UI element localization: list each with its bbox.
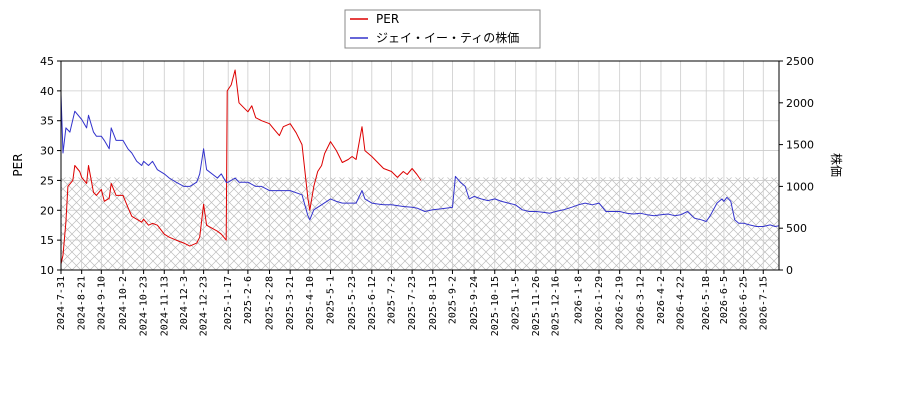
- x-tick-label: 2025-12-16: [551, 276, 562, 336]
- x-tick-label: 2024-12-3: [179, 276, 190, 330]
- x-tick-label: 2025-9-24: [469, 276, 480, 330]
- x-tick-label: 2025-3-21: [285, 276, 296, 330]
- x-tick-label: 2025-5-1: [325, 276, 336, 324]
- x-tick-label: 2024-7-31: [56, 276, 67, 330]
- y-left-tick-label: 40: [40, 85, 54, 98]
- legend-label-per: PER: [376, 12, 399, 26]
- x-tick-label: 2026-1-8: [573, 276, 584, 324]
- y-right-tick-label: 2500: [786, 55, 814, 68]
- y-left-tick-label: 10: [40, 264, 54, 277]
- series-line-stock-price: [60, 94, 780, 227]
- x-tick-label: 2026-1-29: [594, 276, 605, 330]
- x-tick-label: 2025-11-5: [510, 276, 521, 330]
- x-tick-label: 2025-9-2: [447, 276, 458, 324]
- x-tick-label: 2024-10-2: [118, 276, 129, 330]
- x-tick-label: 2024-8-21: [77, 276, 88, 330]
- x-tick-label: 2025-5-23: [347, 276, 358, 330]
- y-axis-right-ticks: 0 500 1000 1500 2000 2500: [779, 55, 814, 277]
- x-tick-label: 2025-4-10: [305, 276, 316, 330]
- y-left-tick-label: 25: [40, 174, 54, 187]
- x-tick-label: 2026-6-25: [739, 276, 750, 330]
- x-tick-label: 2025-1-17: [223, 276, 234, 330]
- hatched-band: [61, 177, 779, 270]
- x-tick-label: 2025-10-15: [490, 276, 501, 336]
- y-axis-left-label: PER: [11, 153, 25, 176]
- y-left-tick-label: 30: [40, 145, 54, 158]
- x-tick-label: 2025-8-13: [428, 276, 439, 330]
- y-axis-left-ticks: 10 15 20 25 30 35 40 45: [40, 55, 61, 277]
- series-line-per: [60, 69, 422, 265]
- y-right-tick-label: 500: [786, 222, 807, 235]
- grid-layer: [60, 60, 779, 271]
- y-left-tick-label: 15: [40, 234, 54, 247]
- hatched-band-layer: [61, 177, 779, 270]
- x-tick-label: 2025-7-2: [386, 276, 397, 324]
- x-tick-label: 2025-6-12: [367, 276, 378, 330]
- y-left-tick-label: 45: [40, 55, 54, 68]
- x-tick-label: 2024-9-10: [96, 276, 107, 330]
- y-left-tick-label: 35: [40, 115, 54, 128]
- x-tick-label: 2025-2-6: [243, 276, 254, 324]
- x-tick-label: 2025-7-23: [407, 276, 418, 330]
- x-tick-label: 2026-6-5: [719, 276, 730, 324]
- x-tick-label: 2025-2-28: [265, 276, 276, 330]
- x-tick-label: 2026-3-12: [635, 276, 646, 330]
- x-tick-label: 2026-2-19: [615, 276, 626, 330]
- legend-label-price: ジェイ・イー・ティの株価: [376, 30, 519, 45]
- y-right-tick-label: 2000: [786, 97, 814, 110]
- y-axis-right-label: 株価: [829, 153, 844, 177]
- x-tick-label: 2025-11-26: [531, 276, 542, 336]
- series-layer: [60, 69, 780, 265]
- x-tick-label: 2026-4-2: [656, 276, 667, 324]
- x-tick-label: 2026-4-22: [676, 276, 687, 330]
- x-tick-label: 2026-5-18: [701, 276, 712, 330]
- y-right-tick-label: 1500: [786, 139, 814, 152]
- x-tick-label: 2024-10-23: [139, 276, 150, 336]
- legend: PER ジェイ・イー・ティの株価: [344, 9, 541, 49]
- x-tick-label: 2024-11-13: [159, 276, 170, 336]
- y-right-tick-label: 1000: [786, 180, 814, 193]
- y-right-tick-label: 0: [786, 264, 793, 277]
- plot-frame: [60, 60, 780, 271]
- x-tick-label: 2024-12-23: [199, 276, 210, 336]
- y-left-tick-label: 20: [40, 204, 54, 217]
- legend-box: [344, 9, 541, 49]
- x-tick-label: 2026-7-15: [758, 276, 769, 330]
- x-axis-ticks: 2024-7-31 2024-8-21 2024-9-10 2024-10-2 2024…: [56, 270, 769, 336]
